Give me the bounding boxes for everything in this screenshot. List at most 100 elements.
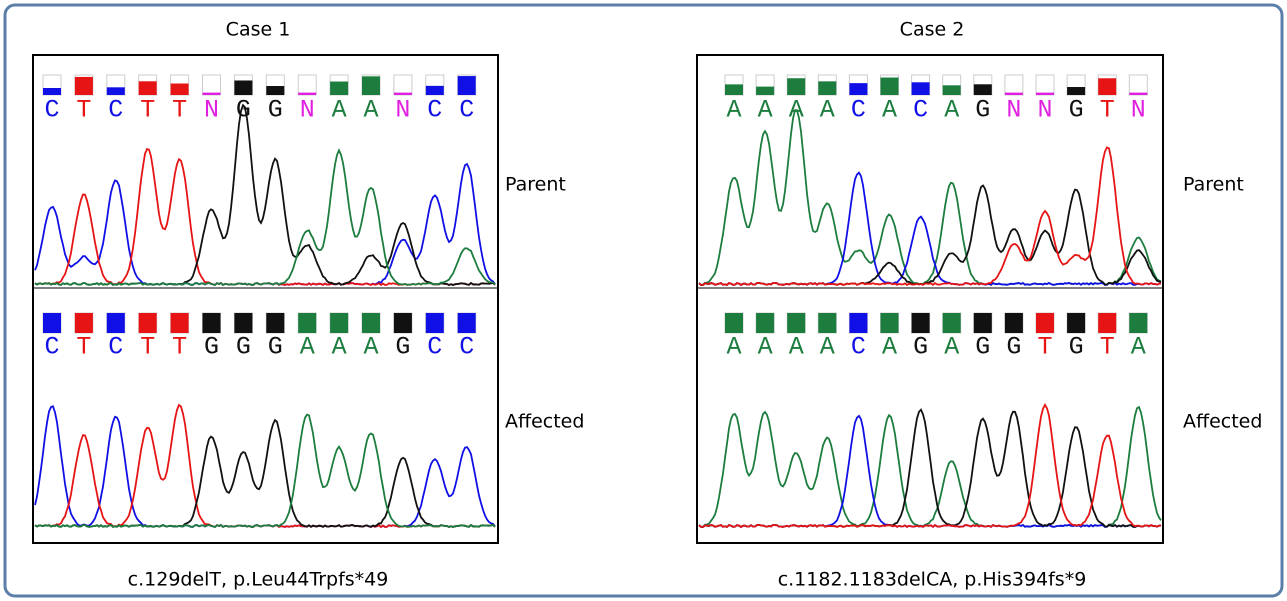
base-call: G [236,333,251,362]
base-call: A [726,96,741,125]
quality-bar [756,87,774,95]
base-call: T [1100,96,1115,125]
quality-box [298,75,316,95]
base-call: G [975,333,990,362]
base-call: T [76,96,91,125]
quality-bar [139,81,157,95]
quality-bar [43,88,61,95]
base-call: N [204,96,219,125]
quality-bar [107,87,125,95]
quality-bar [139,313,157,333]
base-call: G [395,333,410,362]
base-call: A [882,96,897,125]
base-call: A [1131,333,1146,362]
base-call: G [204,333,219,362]
base-call: C [459,333,474,362]
base-call: G [268,333,283,362]
quality-bar [1067,313,1085,333]
base-call: C [44,333,59,362]
quality-bar [912,313,930,333]
quality-bar [725,313,743,333]
quality-bar [330,82,348,95]
base-call: A [789,333,804,362]
quality-bar [362,313,380,333]
base-call: C [913,96,928,125]
base-call: C [427,333,442,362]
row-label: Affected [505,411,584,433]
base-call: G [1006,333,1021,362]
quality-bar [818,313,836,333]
base-call: N [1006,96,1021,125]
base-call: N [300,96,315,125]
base-call: A [332,333,347,362]
base-call: C [108,96,123,125]
quality-bar [1067,87,1085,95]
quality-bar [849,313,867,333]
quality-bar [75,77,93,95]
quality-bar [725,84,743,95]
base-call: A [820,333,835,362]
case-caption: c.1182.1183delCA, p.His394fs*9 [778,569,1087,591]
quality-bar [426,86,444,95]
quality-bar [458,76,476,95]
quality-bar [1129,313,1147,333]
base-call: G [236,96,251,125]
base-call: A [726,333,741,362]
base-call: G [975,96,990,125]
quality-bar [756,313,774,333]
base-call: T [140,96,155,125]
quality-box [203,75,221,95]
quality-bar [912,82,930,95]
quality-bar [881,313,899,333]
quality-bar [1036,313,1054,333]
page: {"cases": [ {"title": "Case 1", "rows": … [0,0,1287,601]
quality-bar [266,86,284,95]
quality-bar [849,83,867,95]
base-call: C [459,96,474,125]
base-call: N [1131,96,1146,125]
base-call: N [395,96,410,125]
quality-bar [330,313,348,333]
quality-box [1005,75,1023,95]
quality-bar [234,313,252,333]
quality-bar [298,313,316,333]
base-call: A [944,333,959,362]
base-call: G [913,333,928,362]
base-call: A [363,96,378,125]
quality-bar [171,84,189,95]
quality-bar [75,313,93,333]
quality-bar [394,313,412,333]
quality-bar [266,313,284,333]
quality-bar [362,76,380,95]
quality-bar [1005,313,1023,333]
row-label: Parent [1183,174,1244,196]
row-label: Affected [1183,411,1262,433]
quality-bar [234,80,252,95]
base-call: G [1069,96,1084,125]
quality-box [1036,75,1054,95]
quality-bar [43,313,61,333]
base-call: C [851,333,866,362]
base-call: A [300,333,315,362]
base-call: A [332,96,347,125]
base-call: T [172,333,187,362]
base-call: T [1037,333,1052,362]
base-call: G [268,96,283,125]
base-call: A [758,96,773,125]
quality-bar [426,313,444,333]
base-call: A [820,96,835,125]
base-call: A [758,333,773,362]
figure: Case 1c.129delT, p.Leu44Trpfs*49ParentCT… [0,0,1287,601]
quality-bar [974,84,992,95]
quality-bar [787,78,805,95]
quality-bar [943,313,961,333]
quality-bar [1098,78,1116,95]
base-call: C [108,333,123,362]
base-call: T [140,333,155,362]
quality-box [1129,75,1147,95]
case-title: Case 1 [226,19,291,41]
base-call: A [363,333,378,362]
quality-bar [458,313,476,333]
quality-box [394,75,412,95]
base-call: A [944,96,959,125]
